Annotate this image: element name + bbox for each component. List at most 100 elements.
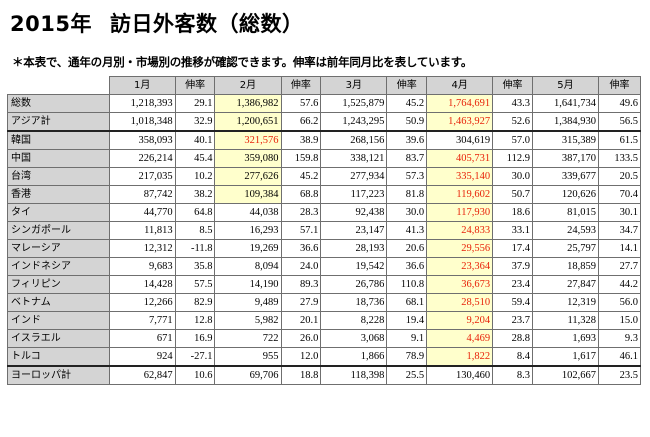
growth-rate-cell: 57.0	[492, 130, 533, 150]
table-row: シンガポール 11,813 8.5 16,293 57.1 23,147 41.3 24,83…	[7, 221, 642, 240]
growth-rate-cell: 82.9	[174, 293, 216, 312]
growth-rate-cell: 37.9	[492, 257, 533, 276]
growth-rate-cell: 56.0	[597, 293, 642, 312]
visitor-count-cell: 277,626	[214, 167, 282, 186]
visitor-count-cell: 1,617	[531, 347, 599, 367]
growth-rate-cell: 46.1	[597, 347, 642, 367]
row-label: ヨーロッパ計	[7, 365, 110, 385]
visitor-count-cell: 81,015	[531, 203, 599, 222]
growth-rate-cell: 23.7	[492, 311, 533, 330]
visitor-count-cell: 1,822	[426, 347, 494, 367]
growth-rate-cell: 57.3	[386, 167, 428, 186]
visitor-count-cell: 9,489	[214, 293, 282, 312]
column-header: 5月	[531, 76, 599, 95]
growth-rate-cell: 23.5	[597, 365, 642, 385]
visitor-count-cell: 29,556	[426, 239, 494, 258]
table-row: インド 7,771 12.8 5,982 20.1 8,228 19.4 9,204 23.7 1…	[7, 311, 642, 330]
growth-rate-cell: 33.1	[492, 221, 533, 240]
growth-rate-cell: 61.5	[597, 130, 642, 150]
growth-rate-cell: 35.8	[174, 257, 216, 276]
visitor-count-cell: 26,786	[320, 275, 388, 294]
visitor-count-cell: 117,223	[320, 185, 388, 204]
visitor-count-cell: 3,068	[320, 329, 388, 348]
growth-rate-cell: 89.3	[280, 275, 322, 294]
visitor-count-cell: 1,384,930	[531, 112, 599, 132]
visitor-count-cell: 24,593	[531, 221, 599, 240]
visitor-count-cell: 1,764,691	[426, 94, 494, 113]
visitor-count-cell: 1,218,393	[108, 94, 176, 113]
growth-rate-cell: 81.8	[386, 185, 428, 204]
visitor-count-cell: 9,683	[108, 257, 176, 276]
visitor-count-cell: 1,463,927	[426, 112, 494, 132]
visitor-count-cell: 1,641,734	[531, 94, 599, 113]
row-label: 台湾	[7, 167, 110, 186]
growth-rate-cell: 83.7	[386, 149, 428, 168]
growth-rate-cell: 70.4	[597, 185, 642, 204]
growth-rate-cell: 133.5	[597, 149, 642, 168]
growth-rate-cell: 43.3	[492, 94, 533, 113]
growth-rate-cell: 45.4	[174, 149, 216, 168]
column-header: 4月	[426, 76, 494, 95]
growth-rate-cell: 110.8	[386, 275, 428, 294]
growth-rate-cell: 50.7	[492, 185, 533, 204]
row-label: ベトナム	[7, 293, 110, 312]
growth-rate-cell: 34.7	[597, 221, 642, 240]
growth-rate-cell: 49.6	[597, 94, 642, 113]
visitor-count-cell: 36,673	[426, 275, 494, 294]
visitor-count-cell: 335,140	[426, 167, 494, 186]
growth-rate-cell: 17.4	[492, 239, 533, 258]
visitor-count-cell: 27,847	[531, 275, 599, 294]
visitor-count-cell: 117,930	[426, 203, 494, 222]
visitor-count-cell: 1,386,982	[214, 94, 282, 113]
column-header: 伸率	[492, 76, 533, 95]
visitor-count-cell: 120,626	[531, 185, 599, 204]
row-label: インドネシア	[7, 257, 110, 276]
growth-rate-cell: 8.3	[492, 365, 533, 385]
visitor-count-cell: 16,293	[214, 221, 282, 240]
visitor-count-cell: 405,731	[426, 149, 494, 168]
row-label: 香港	[7, 185, 110, 204]
row-label: アジア計	[7, 112, 110, 132]
growth-rate-cell: 56.5	[597, 112, 642, 132]
visitor-count-cell: 24,833	[426, 221, 494, 240]
growth-rate-cell: -11.8	[174, 239, 216, 258]
growth-rate-cell: 66.2	[280, 112, 322, 132]
visitor-count-cell: 321,576	[214, 130, 282, 150]
visitor-count-cell: 12,319	[531, 293, 599, 312]
table-row: ヨーロッパ計 62,847 10.6 69,706 18.8 118,398 25.5 130…	[7, 365, 642, 385]
visitor-count-cell: 1,866	[320, 347, 388, 367]
growth-rate-cell: 44.2	[597, 275, 642, 294]
growth-rate-cell: 8.5	[174, 221, 216, 240]
growth-rate-cell: 16.9	[174, 329, 216, 348]
visitor-count-cell: 12,266	[108, 293, 176, 312]
growth-rate-cell: 78.9	[386, 347, 428, 367]
growth-rate-cell: 45.2	[280, 167, 322, 186]
growth-rate-cell: 30.0	[386, 203, 428, 222]
growth-rate-cell: 57.6	[280, 94, 322, 113]
visitor-count-cell: 277,934	[320, 167, 388, 186]
growth-rate-cell: 26.0	[280, 329, 322, 348]
table-row: トルコ 924 -27.1 955 12.0 1,866 78.9 1,822 8.4 1,617…	[7, 347, 642, 367]
growth-rate-cell: 38.9	[280, 130, 322, 150]
column-header: 伸率	[174, 76, 216, 95]
visitor-count-cell: 359,080	[214, 149, 282, 168]
row-label: インド	[7, 311, 110, 330]
visitor-count-cell: 18,859	[531, 257, 599, 276]
growth-rate-cell: 18.6	[492, 203, 533, 222]
visitor-count-cell: 102,667	[531, 365, 599, 385]
visitor-count-cell: 4,469	[426, 329, 494, 348]
growth-rate-cell: 28.3	[280, 203, 322, 222]
growth-rate-cell: 30.1	[597, 203, 642, 222]
visitor-count-cell: 955	[214, 347, 282, 367]
growth-rate-cell: 32.9	[174, 112, 216, 132]
growth-rate-cell: 68.1	[386, 293, 428, 312]
visitor-count-cell: 130,460	[426, 365, 494, 385]
visitor-count-cell: 119,602	[426, 185, 494, 204]
title-year: 2015年	[10, 12, 92, 36]
visitor-count-cell: 7,771	[108, 311, 176, 330]
growth-rate-cell: 159.8	[280, 149, 322, 168]
visitor-count-cell: 358,093	[108, 130, 176, 150]
visitor-count-cell: 8,228	[320, 311, 388, 330]
growth-rate-cell: 9.1	[386, 329, 428, 348]
visitor-stats-table: 1月 伸率 2月 伸率 3月 伸率 4月 伸率 5月 伸率 総数 1,218,393 29.1 1,38…	[7, 76, 642, 385]
